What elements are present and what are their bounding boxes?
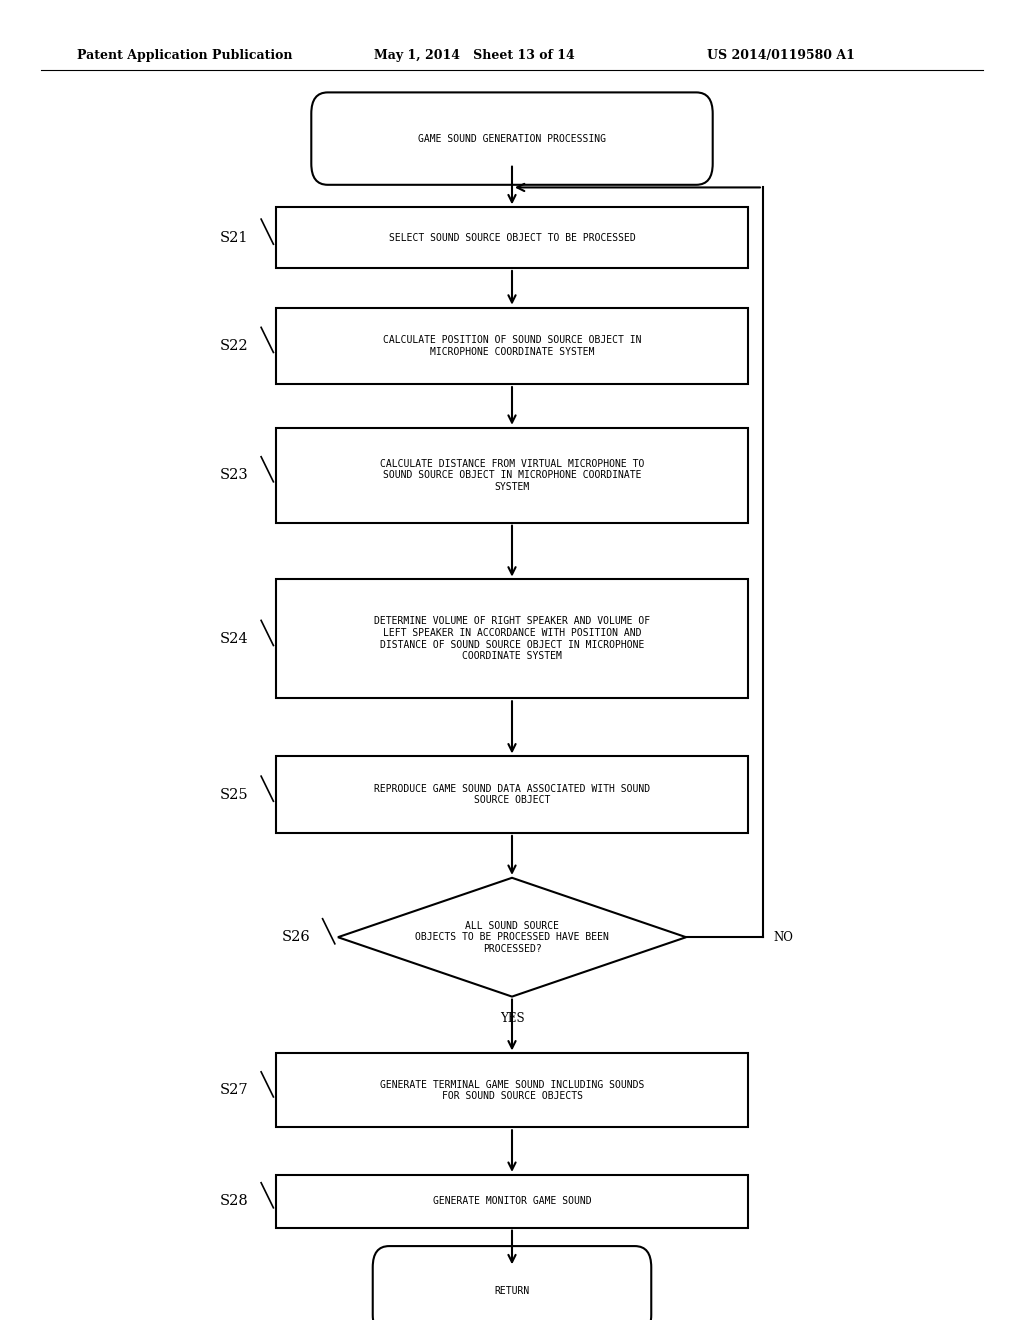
Text: DETERMINE VOLUME OF RIGHT SPEAKER AND VOLUME OF
LEFT SPEAKER IN ACCORDANCE WITH : DETERMINE VOLUME OF RIGHT SPEAKER AND VO… bbox=[374, 616, 650, 661]
Text: S22: S22 bbox=[220, 339, 249, 352]
Text: May 1, 2014   Sheet 13 of 14: May 1, 2014 Sheet 13 of 14 bbox=[374, 49, 574, 62]
Text: S25: S25 bbox=[220, 788, 249, 801]
Text: S21: S21 bbox=[220, 231, 249, 244]
Bar bbox=[276, 1175, 748, 1228]
Text: GENERATE MONITOR GAME SOUND: GENERATE MONITOR GAME SOUND bbox=[433, 1196, 591, 1206]
Text: Patent Application Publication: Patent Application Publication bbox=[77, 49, 292, 62]
Text: GENERATE TERMINAL GAME SOUND INCLUDING SOUNDS
FOR SOUND SOURCE OBJECTS: GENERATE TERMINAL GAME SOUND INCLUDING S… bbox=[380, 1080, 644, 1101]
Text: S27: S27 bbox=[220, 1084, 249, 1097]
Bar bbox=[276, 207, 748, 268]
Text: Fig. 17: Fig. 17 bbox=[480, 96, 544, 115]
Text: S26: S26 bbox=[282, 931, 310, 944]
Text: S23: S23 bbox=[220, 469, 249, 482]
Text: RETURN: RETURN bbox=[495, 1286, 529, 1296]
Text: S24: S24 bbox=[220, 632, 249, 645]
Text: ALL SOUND SOURCE
OBJECTS TO BE PROCESSED HAVE BEEN
PROCESSED?: ALL SOUND SOURCE OBJECTS TO BE PROCESSED… bbox=[415, 920, 609, 954]
Text: YES: YES bbox=[500, 1012, 524, 1026]
Bar bbox=[276, 756, 748, 833]
Polygon shape bbox=[338, 878, 686, 997]
FancyBboxPatch shape bbox=[311, 92, 713, 185]
Text: SELECT SOUND SOURCE OBJECT TO BE PROCESSED: SELECT SOUND SOURCE OBJECT TO BE PROCESS… bbox=[389, 232, 635, 243]
Bar bbox=[276, 579, 748, 698]
Text: US 2014/0119580 A1: US 2014/0119580 A1 bbox=[707, 49, 854, 62]
Text: CALCULATE DISTANCE FROM VIRTUAL MICROPHONE TO
SOUND SOURCE OBJECT IN MICROPHONE : CALCULATE DISTANCE FROM VIRTUAL MICROPHO… bbox=[380, 458, 644, 492]
Bar bbox=[276, 308, 748, 384]
FancyBboxPatch shape bbox=[373, 1246, 651, 1320]
Bar bbox=[276, 428, 748, 523]
Text: GAME SOUND GENERATION PROCESSING: GAME SOUND GENERATION PROCESSING bbox=[418, 133, 606, 144]
Text: S28: S28 bbox=[220, 1195, 249, 1208]
Bar bbox=[276, 1053, 748, 1127]
Text: NO: NO bbox=[773, 931, 793, 944]
Text: REPRODUCE GAME SOUND DATA ASSOCIATED WITH SOUND
SOURCE OBJECT: REPRODUCE GAME SOUND DATA ASSOCIATED WIT… bbox=[374, 784, 650, 805]
Text: CALCULATE POSITION OF SOUND SOURCE OBJECT IN
MICROPHONE COORDINATE SYSTEM: CALCULATE POSITION OF SOUND SOURCE OBJEC… bbox=[383, 335, 641, 356]
